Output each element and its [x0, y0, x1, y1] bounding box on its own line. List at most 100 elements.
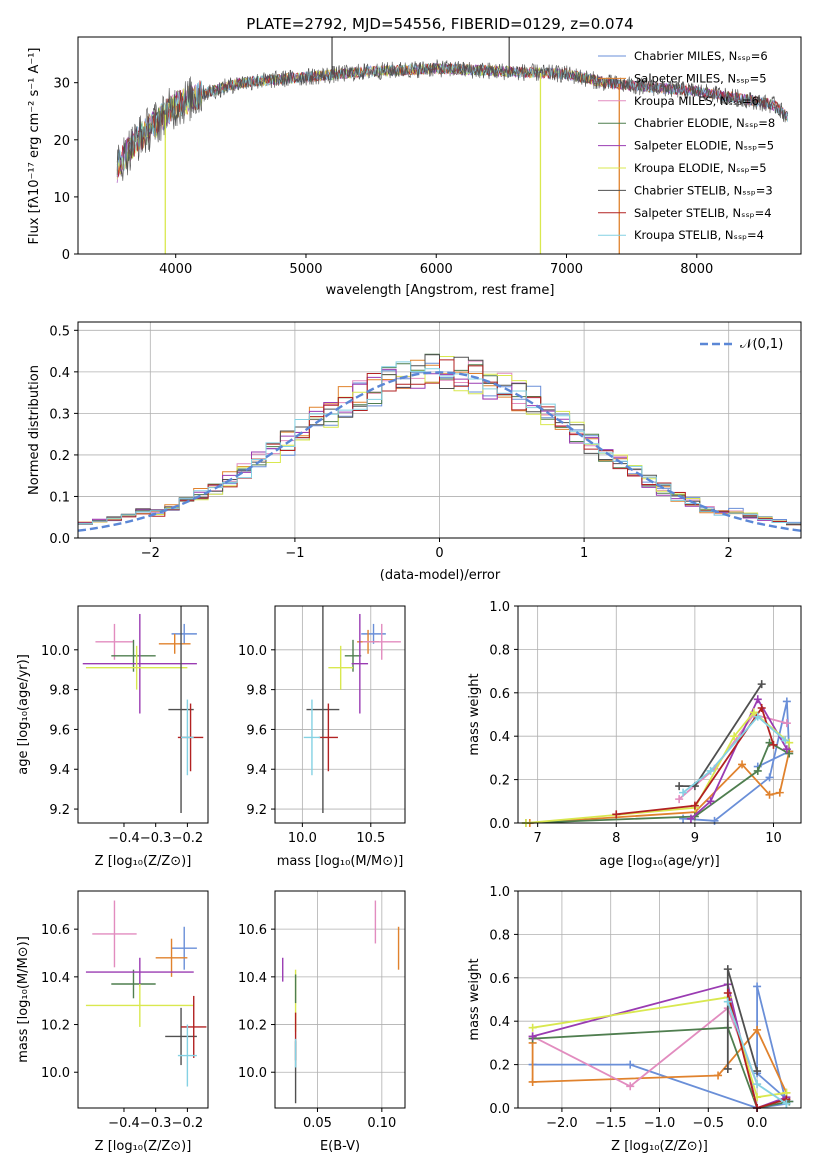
weight-marker [782, 719, 791, 728]
weight-series-line [690, 697, 788, 820]
panel-ytick-label: 10.0 [41, 1066, 70, 1081]
weight-marker [679, 788, 688, 797]
panel-xlabel: Z [log₁₀(Z/Z⊙)] [611, 1139, 708, 1154]
weight-series-line [529, 751, 791, 824]
weight-marker [706, 797, 715, 806]
spectrum-legend-label: Kroupa ELODIE, Nₛₛₚ=5 [634, 161, 767, 175]
weight-marker [781, 736, 790, 745]
weight-marker [723, 997, 732, 1006]
spectrum-panel: PLATE=2792, MJD=54556, FIBERID=0129, z=0… [27, 15, 802, 298]
mass-vs-ebv-panel: 0.05 0.10 10.0 10.2 10.4 10.6 E(B-V) [238, 890, 406, 1154]
age-vs-z-panel: −0.4 −0.3 −0.2 9.2 9.4 9.6 9.8 10.0 Z [log₁₀(Z/Z… [16, 605, 209, 869]
panel-ytick-label: 10.2 [238, 1019, 267, 1034]
panel-ytick-label: 10.2 [41, 1019, 70, 1034]
panel-ytick-label: 0.2 [489, 1059, 510, 1074]
residual-panel: −2 −1 0 1 2 0.0 0.1 0.2 0.3 0.4 0.5 (data-model)/e… [27, 321, 802, 583]
panel-ytick-label: 9.8 [49, 684, 70, 699]
panel-ytick-label: 0.8 [489, 928, 510, 943]
residual-ytick-label: 0.2 [49, 449, 70, 464]
panel-ytick-label: 0.6 [489, 687, 510, 702]
panel-xtick-label: −0.4 [108, 831, 140, 846]
spectrum-legend-label: Chabrier ELODIE, Nₛₛₚ=8 [634, 116, 775, 130]
gaussian-curve [77, 371, 802, 532]
spectrum-series [116, 37, 788, 254]
weight-marker [679, 814, 688, 823]
panel-xlabel: age [log₁₀(age/yr)] [599, 854, 720, 869]
panel-frame [274, 605, 406, 824]
weight-marker [738, 760, 747, 769]
panel-ytick-label: 9.6 [49, 723, 70, 738]
panel-ylabel: mass weight [467, 958, 482, 1040]
weight-vs-z-panel: −2.0 −1.5 −1.0 −0.5 0.0 0.0 0.2 0.4 0.6 0.8 1.0 Z [… [467, 885, 802, 1154]
residual-ytick-label: 0.3 [49, 407, 70, 422]
residual-axes: −2 −1 0 1 2 0.0 0.1 0.2 0.3 0.4 0.5 [49, 324, 733, 561]
spectrum-legend-label: Chabrier MILES, Nₛₛₚ=6 [634, 49, 768, 63]
mass-vs-z-panel: −0.4 −0.3 −0.2 10.0 10.2 10.4 10.6 Z [log₁₀(Z/Z… [16, 890, 209, 1154]
spectrum-line [116, 62, 788, 177]
weight-marker [765, 790, 774, 799]
spectrum-title: PLATE=2792, MJD=54556, FIBERID=0129, z=0… [246, 15, 633, 33]
spectrum-ytick-label: 10 [53, 191, 70, 206]
weight-marker [757, 680, 766, 689]
spectrum-ytick-label: 0 [62, 248, 70, 263]
panel-ytick-label: 1.0 [489, 600, 510, 615]
weight-marker [714, 1071, 723, 1080]
spectrum-xtick-label: 7000 [550, 262, 583, 277]
residual-ytick-label: 0.5 [49, 324, 70, 339]
residual-xtick-label: 1 [580, 546, 588, 561]
panel-ylabel: age [log₁₀(age/yr)] [16, 654, 31, 775]
panel-ytick-label: 9.4 [49, 763, 70, 778]
panel-ytick-label: 10.6 [41, 923, 70, 938]
weight-marker [757, 703, 766, 712]
spectrum-legend: Chabrier MILES, Nₛₛₚ=6 Salpeter MILES, Nₛ… [598, 49, 775, 242]
spectrum-ylabel: Flux [fλ10⁻¹⁷ erg cm⁻² s⁻¹ A⁻¹] [27, 48, 42, 245]
weight-marker [675, 782, 684, 791]
residual-ytick-label: 0.4 [49, 366, 70, 381]
panel-ylabel: mass [log₁₀(M/M⊙)] [16, 936, 31, 1063]
panel-ytick-label: 9.2 [49, 803, 70, 818]
weight-marker [626, 1082, 635, 1091]
weight-series-line [682, 715, 786, 794]
weight-vs-age-panel: 7 8 9 10 0.0 0.2 0.4 0.6 0.8 1.0 age [log₁₀(age/yr… [467, 600, 802, 869]
spectrum-legend-label: Salpeter STELIB, Nₛₛₚ=4 [634, 206, 772, 220]
weight-marker [782, 1099, 791, 1108]
weight-marker [769, 740, 778, 749]
panel-ytick-label: 9.6 [246, 723, 267, 738]
panel-xtick-label: −0.2 [172, 831, 204, 846]
weight-marker [782, 697, 791, 706]
weight-marker [753, 712, 762, 721]
panel-xtick-label: −0.2 [172, 1116, 204, 1131]
spectrum-xtick-label: 8000 [680, 262, 713, 277]
panel-xtick-label: −0.3 [140, 831, 172, 846]
spectrum-legend-label: Kroupa STELIB, Nₛₛₚ=4 [634, 228, 764, 242]
weight-marker [753, 1025, 762, 1034]
weight-marker [612, 810, 621, 819]
spectrum-legend-label: Salpeter ELODIE, Nₛₛₚ=5 [634, 139, 774, 153]
spectrum-xtick-label: 6000 [420, 262, 453, 277]
residual-xtick-label: 2 [725, 546, 733, 561]
panel-xlabel: Z [log₁₀(Z/Z⊙)] [95, 1139, 192, 1154]
panel-ytick-label: 0.8 [489, 643, 510, 658]
weight-marker [723, 1064, 732, 1073]
panel-xlabel: mass [log₁₀(M/M⊙)] [277, 854, 404, 869]
panel-xtick-label: 10.0 [288, 831, 317, 846]
panel-xtick-label: −0.3 [140, 1116, 172, 1131]
weight-marker [730, 732, 739, 741]
weight-marker [753, 766, 762, 775]
spectrum-axes: 4000 5000 6000 7000 8000 0 10 20 30 [53, 77, 713, 277]
weight-marker [626, 1060, 635, 1069]
age-vs-mass-panel: 10.0 10.5 9.2 9.4 9.6 9.8 10.0 mass [log₁₀(M/M⊙… [238, 605, 406, 869]
residual-ytick-label: 0.0 [49, 532, 70, 547]
panel-ytick-label: 10.4 [41, 971, 70, 986]
weight-marker [753, 695, 762, 704]
weight-marker [723, 965, 732, 974]
spectrum-ytick-label: 30 [53, 77, 70, 92]
weight-marker [528, 1023, 537, 1032]
weight-series-line [679, 683, 763, 787]
weight-series-line [525, 711, 790, 824]
residual-xtick-label: 0 [435, 546, 443, 561]
residual-xtick-label: −1 [285, 546, 304, 561]
weight-marker [775, 788, 784, 797]
panel-xtick-label: −0.4 [108, 1116, 140, 1131]
weight-series-line [683, 701, 791, 822]
